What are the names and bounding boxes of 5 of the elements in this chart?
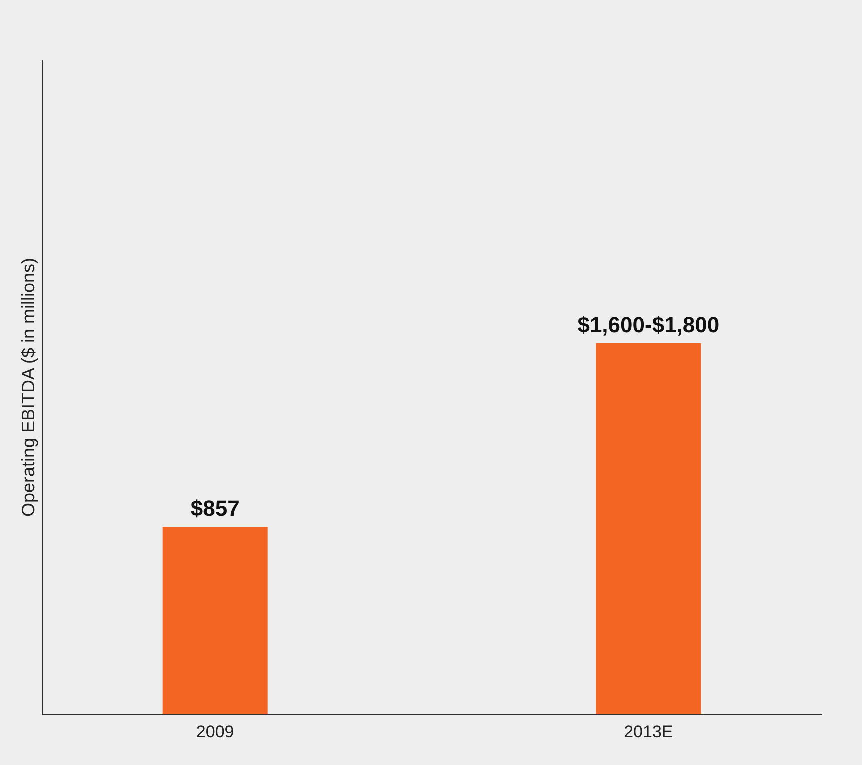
data-label: $1,600-$1,800 xyxy=(578,312,720,338)
y-axis-title: Operating EBITDA ($ in millions) xyxy=(18,258,38,518)
x-tick-label: 2013E xyxy=(624,722,674,742)
data-label: $857 xyxy=(190,496,240,522)
x-tick-label: 2009 xyxy=(196,722,234,742)
